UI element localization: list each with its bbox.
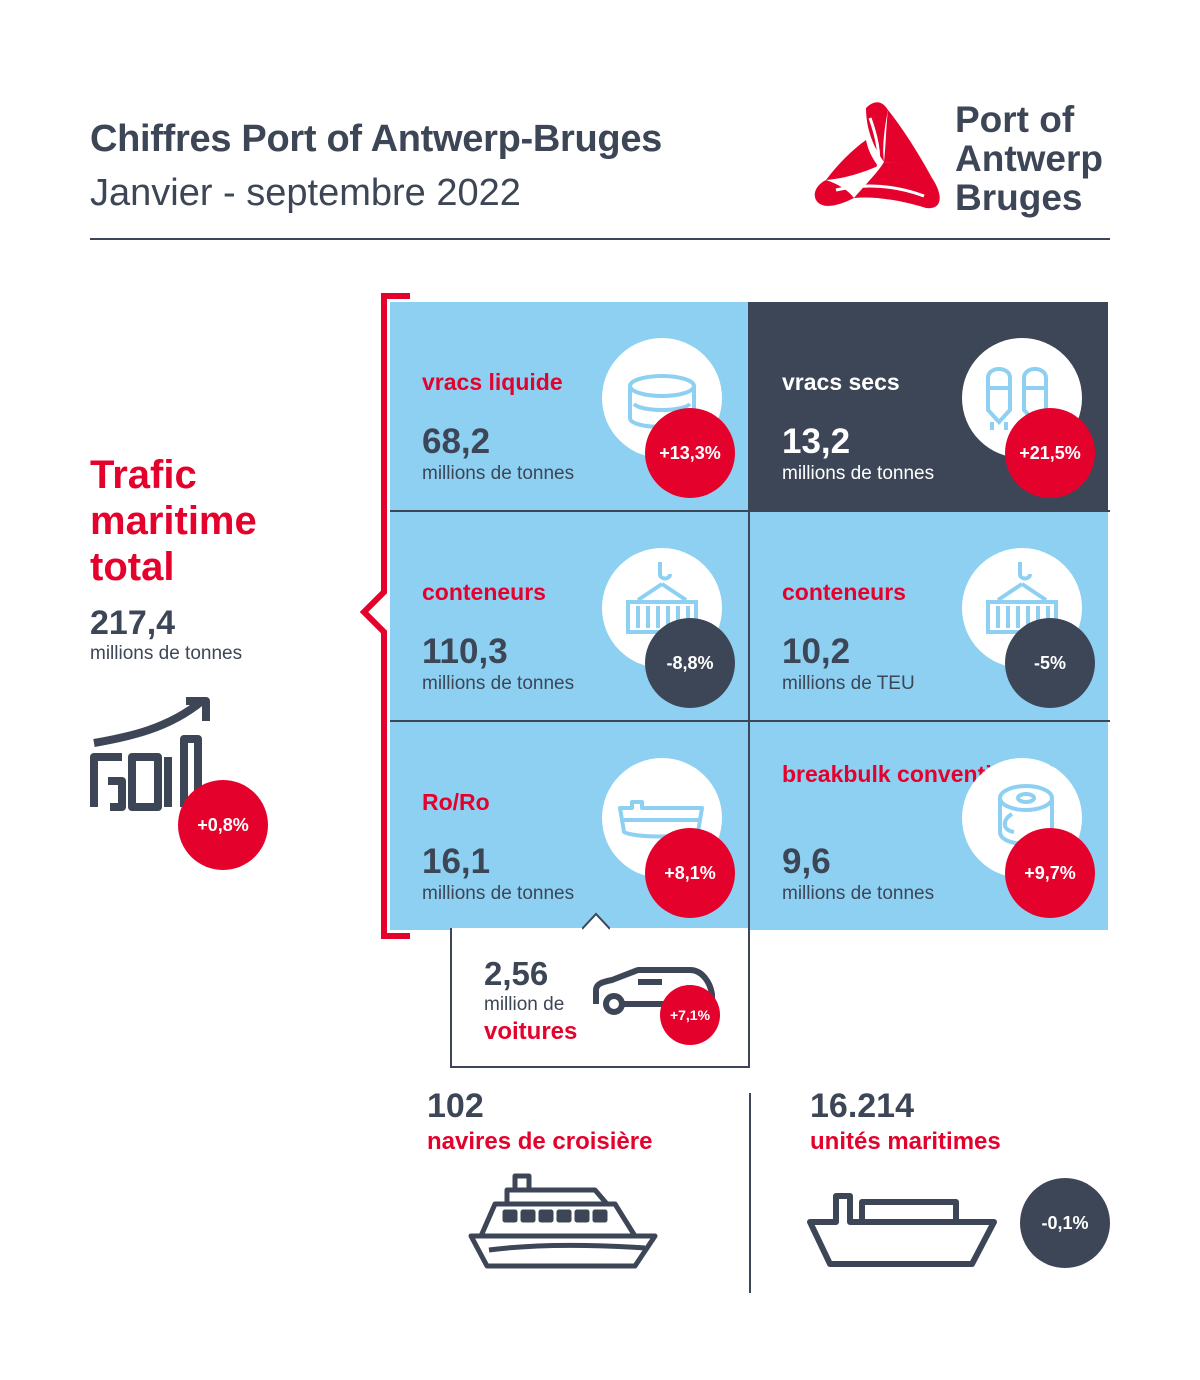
- tile-containers-teu: conteneurs 10,2 millions de TEU -5%: [750, 512, 1108, 720]
- callout-pointer: [582, 912, 610, 930]
- vessels-label: unités maritimes: [810, 1128, 1001, 1155]
- tile-value: 9,6: [782, 842, 831, 881]
- change-badge: -5%: [1005, 618, 1095, 708]
- tile-value: 16,1: [422, 842, 491, 881]
- tile-label: vracs secs: [782, 369, 900, 395]
- grid-divider: [390, 510, 1110, 512]
- tile-value: 13,2: [782, 422, 851, 461]
- tile-label: conteneurs: [422, 579, 546, 605]
- port-logo-text: Port of Antwerp Bruges: [955, 100, 1103, 217]
- grid-divider: [748, 302, 750, 930]
- vessels-value: 16.214: [810, 1087, 914, 1125]
- total-traffic-unit: millions de tonnes: [90, 643, 243, 664]
- change-badge: +8,1%: [645, 828, 735, 918]
- cars-change-badge: +7,1%: [660, 985, 720, 1045]
- cruise-value: 102: [427, 1087, 484, 1125]
- tile-liquid-bulk: vracs liquide 68,2 millions de tonnes +1…: [390, 302, 748, 510]
- logo-line: Port of: [955, 99, 1075, 140]
- tile-dry-bulk: vracs secs 13,2 millions de tonnes +21,5…: [750, 302, 1108, 510]
- cars-value: 2,56: [484, 955, 549, 992]
- tile-containers-tonnes: conteneurs 110,3 millions de tonnes -8,8…: [390, 512, 748, 720]
- port-logo-icon: [814, 102, 940, 209]
- tile-unit: millions de tonnes: [782, 883, 935, 904]
- tile-label: conteneurs: [782, 579, 906, 605]
- change-badge: -8,8%: [645, 618, 735, 708]
- total-change-badge: +0,8%: [178, 780, 268, 870]
- total-traffic-title: Trafic maritime total: [90, 453, 257, 589]
- total-traffic-value: 217,4: [90, 604, 176, 642]
- tile-value: 110,3: [422, 632, 508, 671]
- tile-value: 10,2: [782, 632, 851, 671]
- header-divider: [90, 238, 1110, 240]
- growth-chart-icon: [90, 697, 210, 811]
- tile-label: vracs liquide: [422, 369, 563, 395]
- page-title: Chiffres Port of Antwerp-Bruges: [90, 118, 662, 160]
- cargo-vessel-icon: [807, 1193, 997, 1267]
- cruise-ship-icon: [468, 1173, 658, 1269]
- grid-divider: [390, 720, 1110, 722]
- tile-breakbulk: breakbulk conventionnel 9,6 millions de …: [750, 722, 1108, 930]
- cars-unit: million de: [484, 994, 565, 1015]
- change-badge: +9,7%: [1005, 828, 1095, 918]
- page-subtitle: Janvier - septembre 2022: [90, 172, 521, 214]
- car-icon: [593, 967, 715, 1015]
- logo-line: Bruges: [955, 177, 1083, 218]
- tile-unit: millions de tonnes: [782, 463, 935, 484]
- cruise-label: navires de croisière: [427, 1128, 653, 1155]
- bracket-decoration: [359, 293, 410, 939]
- cars-label: voitures: [484, 1018, 578, 1045]
- tile-value: 68,2: [422, 422, 491, 461]
- tile-roro: Ro/Ro 16,1 millions de tonnes +8,1%: [390, 722, 748, 930]
- tile-unit: millions de tonnes: [422, 673, 575, 694]
- tile-label: Ro/Ro: [422, 789, 490, 815]
- vessels-change-badge: -0,1%: [1020, 1178, 1110, 1268]
- change-badge: +13,3%: [645, 408, 735, 498]
- tile-unit: millions de tonnes: [422, 883, 575, 904]
- logo-line: Antwerp: [955, 138, 1103, 179]
- change-badge: +21,5%: [1005, 408, 1095, 498]
- bottom-divider: [749, 1093, 751, 1293]
- tile-unit: millions de tonnes: [422, 463, 575, 484]
- tile-unit: millions de TEU: [782, 673, 915, 694]
